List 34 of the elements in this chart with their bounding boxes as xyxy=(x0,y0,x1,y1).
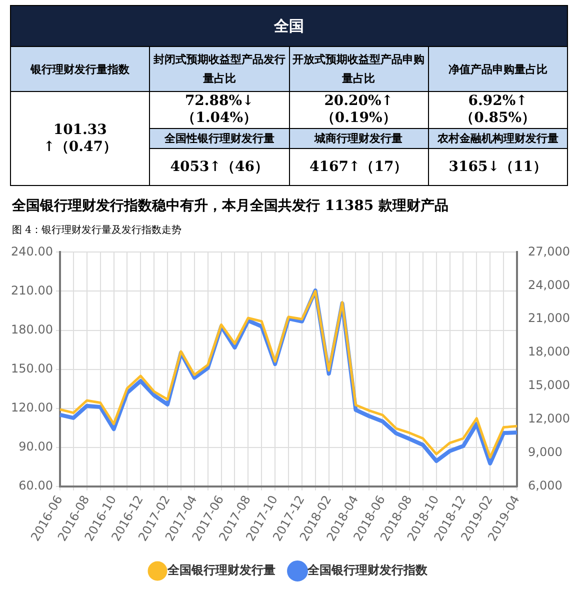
y2-tick-label: 15,000 xyxy=(528,378,570,392)
text: 6.92%↑（0.85%） xyxy=(428,92,568,128)
text: 全国 xyxy=(10,6,568,46)
y-tick-label: 60.00 xyxy=(18,478,53,493)
y2-tick-label: 9,000 xyxy=(528,445,562,460)
legend-label: 全国银行理财发行指数 xyxy=(306,563,428,578)
text: 农村金融机构理财发行量 xyxy=(428,128,568,148)
y-tick-label: 210.00 xyxy=(10,283,53,298)
legend-label: 全国银行理财发行量 xyxy=(166,563,276,578)
y-tick-label: 240.00 xyxy=(10,244,53,258)
chart-title: 全国银行理财发行指数稳中有升，本月全国共发行 11385 款理财产品 xyxy=(12,197,450,216)
y-tick-label: 120.00 xyxy=(10,400,53,414)
y2-tick-label: 24,000 xyxy=(528,278,570,292)
y2-tick-label: 18,000 xyxy=(528,344,570,359)
text: 72.88%↓（1.04%） xyxy=(150,92,289,128)
y2-tick-label: 6,000 xyxy=(528,478,562,493)
text: 4167↑（17） xyxy=(289,148,428,186)
text: 开放式预期收益型产品申购量占比 xyxy=(289,46,428,92)
text: 101.33 ↑（0.47） xyxy=(10,92,150,186)
text: 银行理财发行量指数 xyxy=(10,46,150,92)
y2-tick-label: 12,000 xyxy=(528,412,570,426)
text: 全国性银行理财发行量 xyxy=(150,128,289,148)
y-tick-label: 150.00 xyxy=(10,361,53,376)
text: 城商行理财发行量 xyxy=(289,128,428,148)
text: 封闭式预期收益型产品发行量占比 xyxy=(150,46,289,92)
text: 4053↑（46） xyxy=(150,148,289,186)
text: 20.20%↑（0.19%） xyxy=(289,92,428,128)
y2-tick-label: 27,000 xyxy=(528,244,570,258)
y-tick-label: 90.00 xyxy=(18,439,53,454)
text: 3165↓（11） xyxy=(428,148,568,186)
y2-tick-label: 21,000 xyxy=(528,311,570,326)
text: 净值产品申购量占比 xyxy=(428,46,568,92)
chart-subtitle: 图 4：银行理财发行量及发行指数走势 xyxy=(12,224,183,238)
y-tick-label: 180.00 xyxy=(10,322,53,336)
